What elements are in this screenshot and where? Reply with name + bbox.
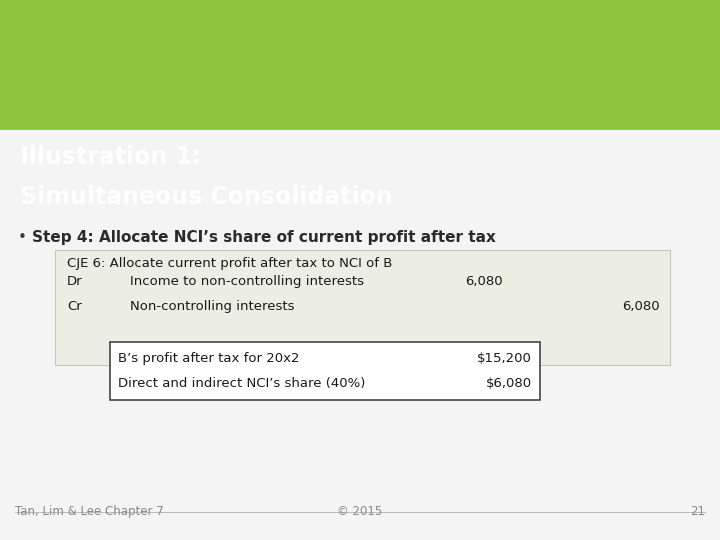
Text: © 2015: © 2015	[338, 505, 382, 518]
Text: 6,080: 6,080	[622, 300, 660, 313]
Text: Cr: Cr	[67, 300, 82, 313]
Text: Simultaneous Consolidation: Simultaneous Consolidation	[20, 185, 392, 209]
Text: Direct and indirect NCI’s share (40%): Direct and indirect NCI’s share (40%)	[118, 377, 365, 390]
Text: Dr: Dr	[67, 275, 83, 288]
FancyBboxPatch shape	[0, 0, 720, 130]
Text: 21: 21	[690, 505, 705, 518]
Text: CJE 6: Allocate current profit after tax to NCI of B: CJE 6: Allocate current profit after tax…	[67, 257, 392, 270]
Text: $15,200: $15,200	[477, 352, 532, 365]
Text: Step 4: Allocate NCI’s share of current profit after tax: Step 4: Allocate NCI’s share of current …	[32, 230, 496, 245]
Text: Illustration 1:: Illustration 1:	[20, 145, 202, 169]
Text: Tan, Lim & Lee Chapter 7: Tan, Lim & Lee Chapter 7	[15, 505, 163, 518]
Text: Non-controlling interests: Non-controlling interests	[130, 300, 294, 313]
Text: 6,080: 6,080	[465, 275, 503, 288]
FancyBboxPatch shape	[55, 250, 670, 365]
Text: B’s profit after tax for 20x2: B’s profit after tax for 20x2	[118, 352, 300, 365]
FancyBboxPatch shape	[110, 342, 540, 400]
Text: •: •	[18, 230, 27, 245]
Text: $6,080: $6,080	[486, 377, 532, 390]
Text: Income to non-controlling interests: Income to non-controlling interests	[130, 275, 364, 288]
